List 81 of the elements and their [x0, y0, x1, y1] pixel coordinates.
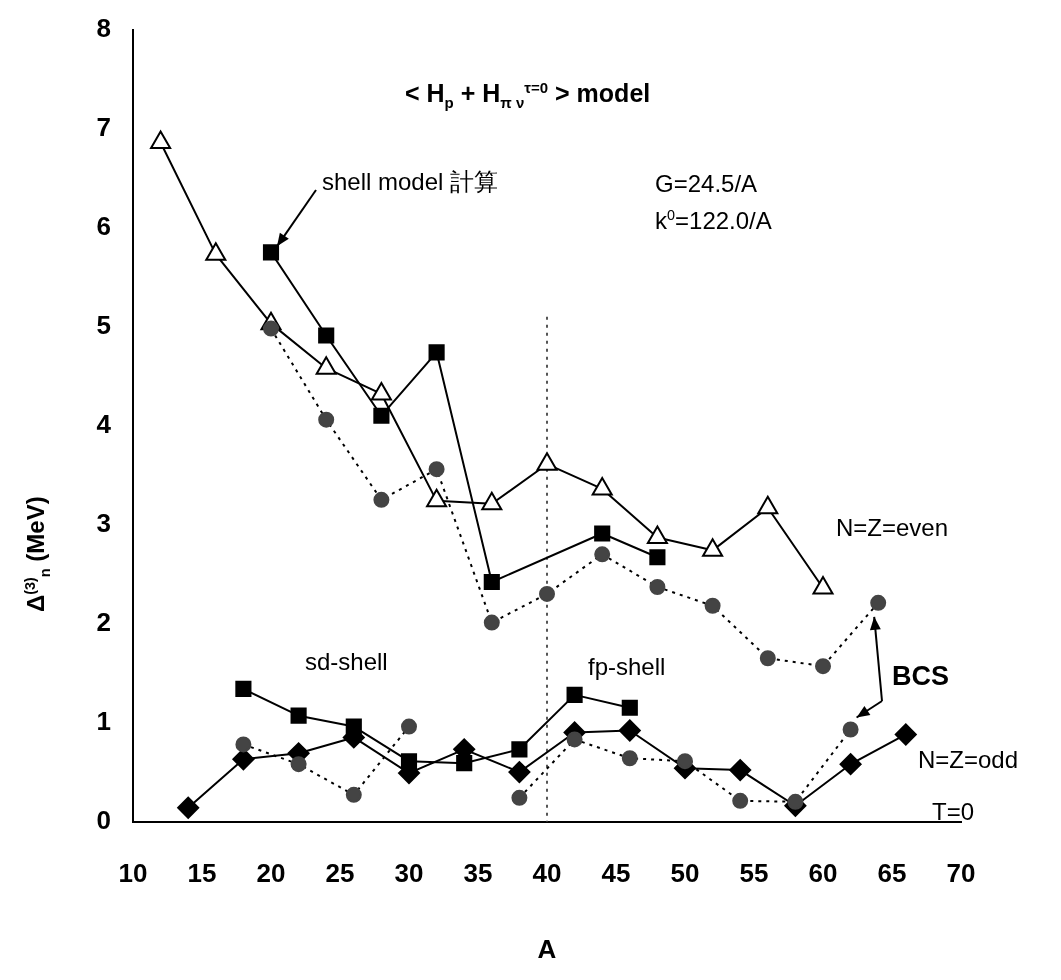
y-tick-label: 3	[96, 507, 111, 538]
point	[539, 585, 555, 602]
x-tick-label: 50	[670, 858, 700, 889]
point	[370, 381, 392, 401]
point	[566, 731, 583, 748]
point	[205, 242, 227, 261]
annotation: BCS	[892, 661, 950, 691]
point	[262, 244, 280, 261]
annotation: fp-shell	[588, 653, 666, 680]
text: < H$_{p}$ + H$_{π ν}$$^{τ=0}$ > model	[405, 79, 651, 112]
y-tick-label: 4	[96, 408, 112, 439]
point	[649, 549, 666, 566]
annotation: N=Z=even	[836, 514, 949, 541]
point	[428, 344, 445, 361]
x-tick-label: 65	[877, 858, 907, 889]
y-tick-label: 6	[96, 210, 111, 241]
point	[177, 796, 200, 819]
point	[315, 356, 337, 375]
x-tick-label: 35	[463, 858, 493, 889]
point	[594, 546, 611, 563]
point	[649, 578, 666, 595]
point	[290, 707, 307, 724]
point	[732, 792, 749, 809]
annotation: T=0	[932, 798, 975, 825]
point	[815, 658, 831, 675]
x-tick-label: 20	[256, 858, 286, 889]
point	[345, 786, 362, 803]
y-tick-label: 5	[96, 309, 111, 340]
point	[677, 753, 693, 770]
point	[508, 761, 531, 784]
point	[536, 452, 558, 471]
point	[456, 755, 473, 772]
point	[483, 573, 500, 591]
point	[759, 650, 776, 667]
x-tick-label: 10	[118, 858, 148, 889]
point	[618, 719, 641, 742]
point	[373, 407, 390, 424]
x-tick-label: 70	[946, 858, 976, 889]
y-tick-label: 2	[96, 606, 111, 637]
point	[400, 753, 418, 770]
point	[428, 461, 445, 478]
point	[839, 753, 862, 776]
y-tick-label: 1	[96, 705, 111, 736]
point	[345, 718, 362, 735]
point	[318, 327, 335, 344]
point	[566, 686, 583, 703]
point	[894, 723, 917, 746]
point	[704, 597, 721, 614]
point	[150, 130, 172, 149]
x-tick-label: 40	[532, 858, 562, 889]
annotation: G=24.5/A	[655, 170, 758, 197]
point	[787, 793, 804, 810]
y-tick-label: 0	[96, 804, 111, 835]
x-tick-label: 45	[601, 858, 631, 889]
point	[594, 525, 611, 542]
y-tick-label: 7	[96, 111, 111, 142]
x-tick-label: 55	[739, 858, 769, 889]
point	[373, 491, 390, 508]
point	[318, 411, 335, 428]
x-tick-label: 30	[394, 858, 424, 889]
point	[842, 721, 859, 738]
x-tick-label: 60	[808, 858, 838, 889]
y-tick-label: 8	[96, 12, 111, 43]
point	[290, 756, 307, 773]
x-tick-label: 15	[187, 858, 217, 889]
point	[621, 699, 638, 716]
x-tick-label: 25	[325, 858, 355, 889]
point	[483, 614, 500, 631]
annotation: sd-shell	[305, 648, 388, 675]
point	[511, 741, 528, 758]
point	[235, 680, 252, 698]
point	[235, 736, 252, 753]
point	[870, 594, 887, 611]
point	[729, 759, 752, 782]
x-axis-title: A	[537, 933, 557, 964]
point	[401, 718, 417, 735]
annotation: N=Z=odd	[918, 746, 1019, 773]
annotation: shell model 計算	[322, 168, 499, 195]
point	[511, 789, 528, 806]
point	[621, 750, 638, 767]
annotation: k$^{0}$=122.0/A	[655, 207, 772, 234]
